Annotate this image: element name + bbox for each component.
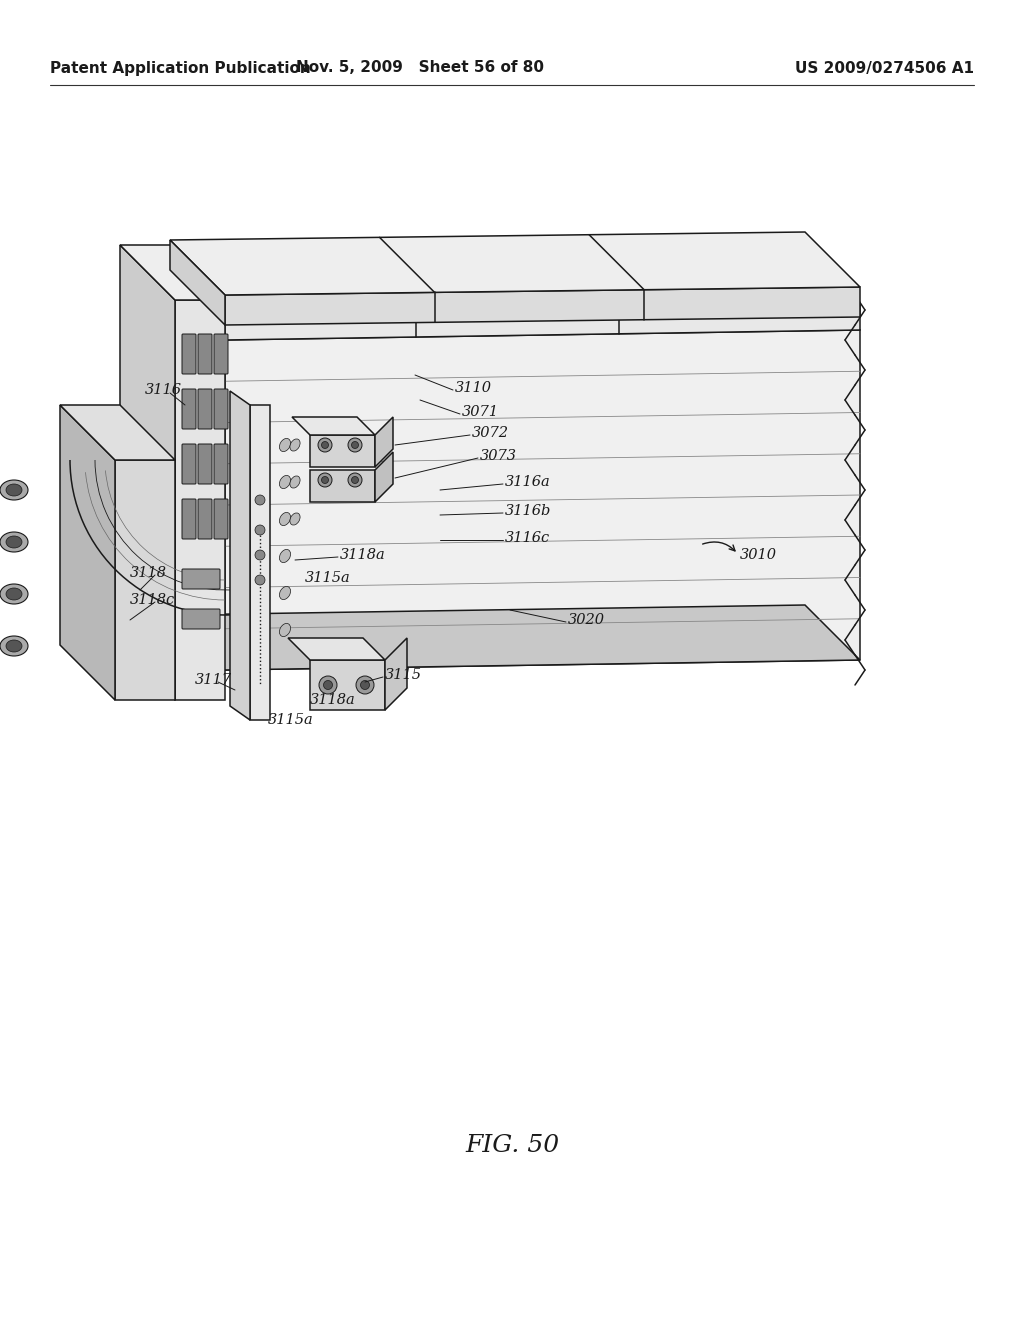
Polygon shape [288, 638, 385, 660]
Polygon shape [375, 417, 393, 467]
Polygon shape [310, 436, 375, 467]
Text: 3118a: 3118a [310, 693, 355, 708]
Circle shape [318, 473, 332, 487]
FancyBboxPatch shape [182, 499, 196, 539]
Text: 3115a: 3115a [305, 572, 351, 585]
FancyBboxPatch shape [198, 389, 212, 429]
Text: 3118: 3118 [130, 566, 167, 579]
Polygon shape [120, 246, 225, 300]
Polygon shape [60, 405, 175, 459]
Text: 3117: 3117 [195, 673, 232, 686]
Polygon shape [230, 391, 250, 719]
Ellipse shape [280, 512, 291, 525]
Ellipse shape [0, 636, 28, 656]
Polygon shape [385, 638, 407, 710]
Ellipse shape [0, 583, 28, 605]
Text: 3110: 3110 [455, 381, 492, 395]
FancyBboxPatch shape [198, 334, 212, 374]
Polygon shape [60, 405, 115, 700]
Circle shape [255, 495, 265, 506]
FancyBboxPatch shape [182, 569, 220, 589]
Circle shape [356, 676, 374, 694]
Ellipse shape [6, 587, 22, 601]
Circle shape [319, 676, 337, 694]
FancyBboxPatch shape [198, 444, 212, 484]
Ellipse shape [290, 513, 300, 525]
Circle shape [351, 477, 358, 483]
Circle shape [322, 477, 329, 483]
Circle shape [324, 681, 333, 689]
Text: 3115a: 3115a [268, 713, 313, 727]
Ellipse shape [280, 623, 291, 636]
Ellipse shape [6, 484, 22, 496]
Text: 3010: 3010 [740, 548, 777, 562]
Circle shape [348, 473, 362, 487]
Text: 3072: 3072 [472, 426, 509, 440]
Circle shape [322, 441, 329, 449]
Text: Patent Application Publication: Patent Application Publication [50, 61, 310, 75]
FancyBboxPatch shape [214, 444, 228, 484]
Text: FIG. 50: FIG. 50 [465, 1134, 559, 1156]
Text: US 2009/0274506 A1: US 2009/0274506 A1 [795, 61, 974, 75]
FancyBboxPatch shape [198, 499, 212, 539]
Polygon shape [170, 232, 860, 294]
Polygon shape [225, 305, 860, 341]
Text: 3116b: 3116b [505, 504, 551, 517]
Polygon shape [170, 605, 860, 671]
Ellipse shape [290, 440, 300, 451]
Polygon shape [250, 405, 270, 719]
Circle shape [360, 681, 370, 689]
FancyBboxPatch shape [214, 389, 228, 429]
Ellipse shape [0, 480, 28, 500]
Text: 3115: 3115 [385, 668, 422, 682]
Text: 3118c: 3118c [130, 593, 175, 607]
Circle shape [255, 550, 265, 560]
Polygon shape [170, 285, 860, 341]
Text: 3073: 3073 [480, 449, 517, 463]
Text: 3116a: 3116a [505, 475, 551, 488]
Polygon shape [225, 286, 860, 325]
Ellipse shape [280, 586, 291, 599]
FancyBboxPatch shape [182, 444, 196, 484]
Text: Nov. 5, 2009   Sheet 56 of 80: Nov. 5, 2009 Sheet 56 of 80 [296, 61, 544, 75]
Text: 3116: 3116 [145, 383, 182, 397]
Circle shape [318, 438, 332, 451]
Ellipse shape [280, 475, 291, 488]
Polygon shape [375, 451, 393, 502]
FancyBboxPatch shape [214, 499, 228, 539]
FancyBboxPatch shape [182, 389, 196, 429]
Ellipse shape [0, 532, 28, 552]
Polygon shape [175, 300, 225, 700]
Text: 3020: 3020 [568, 612, 605, 627]
Circle shape [255, 576, 265, 585]
FancyBboxPatch shape [182, 609, 220, 630]
Polygon shape [310, 660, 385, 710]
Polygon shape [292, 417, 375, 436]
Circle shape [255, 525, 265, 535]
Ellipse shape [6, 536, 22, 548]
Text: 3118a: 3118a [340, 548, 386, 562]
Polygon shape [310, 470, 375, 502]
Polygon shape [115, 459, 175, 700]
Circle shape [351, 441, 358, 449]
FancyBboxPatch shape [214, 334, 228, 374]
Ellipse shape [280, 549, 291, 562]
Ellipse shape [290, 477, 300, 488]
Circle shape [348, 438, 362, 451]
Polygon shape [170, 265, 860, 310]
Ellipse shape [6, 640, 22, 652]
Polygon shape [170, 240, 225, 325]
FancyBboxPatch shape [182, 334, 196, 374]
Polygon shape [120, 246, 175, 700]
Polygon shape [225, 330, 860, 671]
Text: 3071: 3071 [462, 405, 499, 418]
Text: 3116c: 3116c [505, 531, 550, 545]
Ellipse shape [280, 438, 291, 451]
